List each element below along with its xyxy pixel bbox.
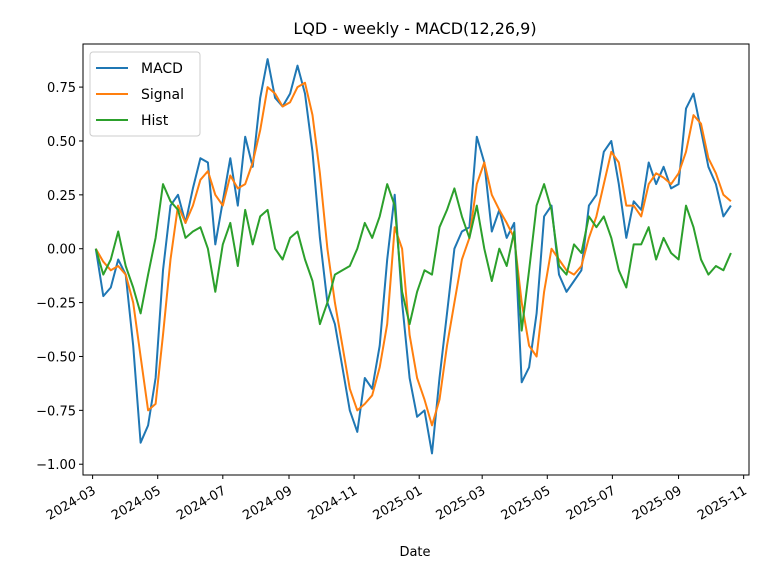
legend: MACD Signal Hist (89, 51, 201, 137)
chart-title: LQD - weekly - MACD(12,26,9) (293, 19, 536, 38)
axes-frame (82, 43, 750, 476)
y-tick-label: −0.25 (36, 297, 76, 312)
y-tick-label: 0.75 (47, 81, 76, 96)
legend-label: Hist (141, 113, 169, 129)
y-tick-label: −0.75 (36, 404, 76, 419)
legend-label: Signal (141, 87, 184, 103)
y-tick-label: 0.25 (47, 189, 76, 204)
series-line-signal (94, 81, 732, 427)
legend-box (89, 51, 201, 137)
y-tick-label: −0.50 (36, 350, 76, 365)
legend-label: MACD (141, 61, 183, 77)
plot-area (82, 43, 750, 476)
y-tick-label: 0.50 (47, 135, 76, 150)
x-axis-label: Date (399, 545, 430, 560)
y-tick-label: 0.00 (47, 243, 76, 258)
series-line-macd (94, 58, 732, 455)
y-axis: −1.00 −0.75 −0.50 −0.25 0.00 0.25 0.50 0.75 (36, 81, 83, 473)
y-tick-label: −1.00 (36, 458, 76, 473)
series-layer (94, 58, 732, 455)
series-line-hist (94, 183, 732, 332)
